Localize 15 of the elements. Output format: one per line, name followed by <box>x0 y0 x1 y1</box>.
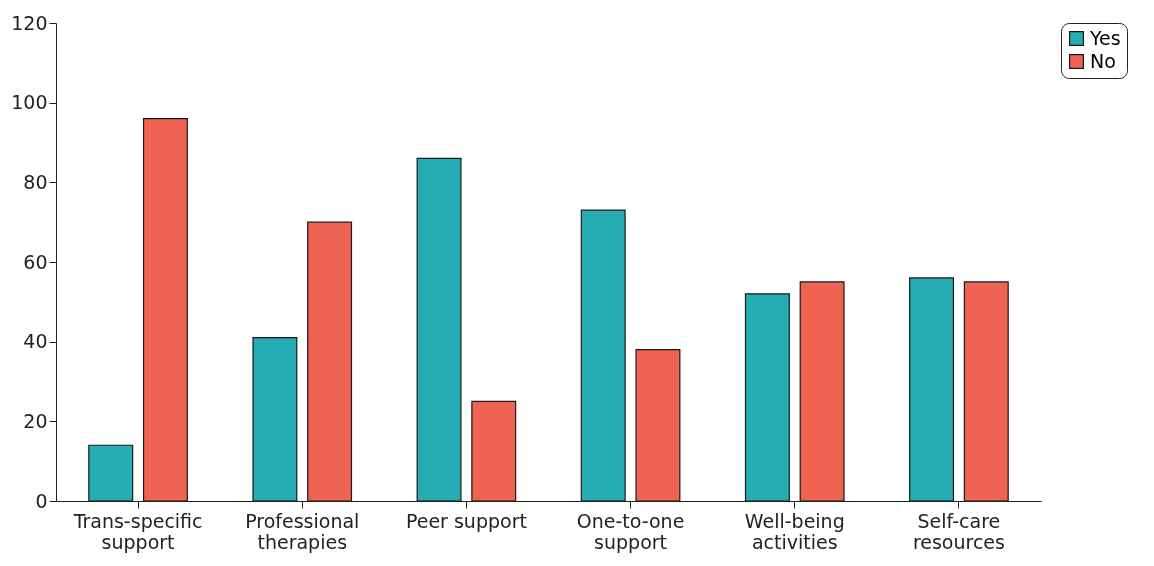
x-tick-label: One-to-one support <box>576 509 685 553</box>
x-tick-label: Professional therapies <box>245 509 360 553</box>
legend-label: Yes <box>1089 26 1121 49</box>
y-tick-label: 120 <box>11 11 48 34</box>
y-tick-label: 40 <box>23 330 48 353</box>
x-tick-label: Trans-specific support <box>72 509 203 553</box>
y-tick-label: 20 <box>23 409 48 432</box>
x-tick-label: Well-being activities <box>744 509 845 553</box>
y-tick-label: 60 <box>23 250 48 273</box>
y-tick-label: 80 <box>23 170 48 193</box>
y-tick-label: 0 <box>35 489 48 512</box>
x-tick-label: Self-care resources <box>912 509 1005 553</box>
x-tick-label: Peer support <box>405 509 527 532</box>
y-tick-label: 100 <box>11 91 48 114</box>
legend-label: No <box>1090 49 1116 72</box>
